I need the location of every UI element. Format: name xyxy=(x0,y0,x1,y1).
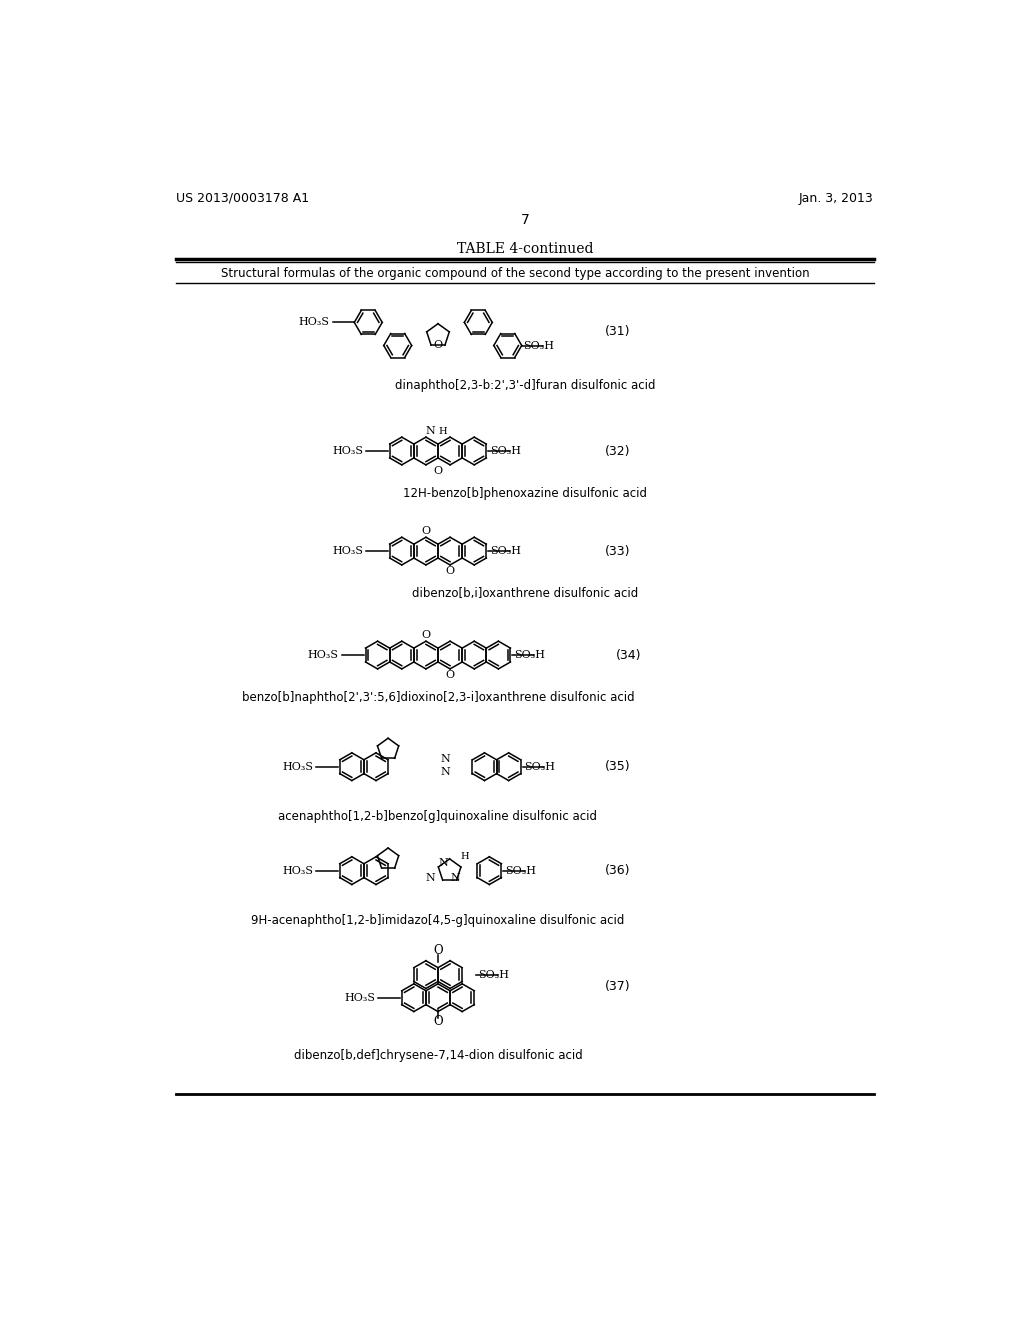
Text: H: H xyxy=(438,426,447,436)
Text: N: N xyxy=(438,858,449,869)
Text: O: O xyxy=(445,671,455,680)
Text: dibenzo[b,def]chrysene-7,14-dion disulfonic acid: dibenzo[b,def]chrysene-7,14-dion disulfo… xyxy=(294,1049,583,1063)
Text: Jan. 3, 2013: Jan. 3, 2013 xyxy=(799,191,873,205)
Text: HO₃S: HO₃S xyxy=(282,762,313,772)
Text: (34): (34) xyxy=(616,648,642,661)
Text: HO₃S: HO₃S xyxy=(344,993,375,1003)
Text: (32): (32) xyxy=(604,445,630,458)
Text: O: O xyxy=(421,630,430,640)
Text: SO₃H: SO₃H xyxy=(489,446,521,455)
Text: (37): (37) xyxy=(604,979,630,993)
Text: N: N xyxy=(441,754,451,764)
Text: SO₃H: SO₃H xyxy=(477,970,509,979)
Text: SO₃H: SO₃H xyxy=(514,649,545,660)
Text: (35): (35) xyxy=(604,760,630,774)
Text: SO₃H: SO₃H xyxy=(505,866,536,875)
Text: HO₃S: HO₃S xyxy=(332,446,362,455)
Text: O: O xyxy=(433,1015,442,1028)
Text: SO₃H: SO₃H xyxy=(523,341,554,351)
Text: HO₃S: HO₃S xyxy=(282,866,313,875)
Text: HO₃S: HO₃S xyxy=(308,649,339,660)
Text: O: O xyxy=(433,466,442,477)
Text: benzo[b]naphtho[2',3':5,6]dioxino[2,3-i]oxanthrene disulfonic acid: benzo[b]naphtho[2',3':5,6]dioxino[2,3-i]… xyxy=(242,690,634,704)
Text: 9H-acenaphtho[1,2-b]imidazo[4,5-g]quinoxaline disulfonic acid: 9H-acenaphtho[1,2-b]imidazo[4,5-g]quinox… xyxy=(251,915,625,927)
Text: TABLE 4-continued: TABLE 4-continued xyxy=(457,243,593,256)
Text: (33): (33) xyxy=(604,545,630,557)
Text: HO₃S: HO₃S xyxy=(299,317,330,327)
Text: (31): (31) xyxy=(604,325,630,338)
Text: dibenzo[b,i]oxanthrene disulfonic acid: dibenzo[b,i]oxanthrene disulfonic acid xyxy=(412,587,638,601)
Text: SO₃H: SO₃H xyxy=(524,762,555,772)
Text: Structural formulas of the organic compound of the second type according to the : Structural formulas of the organic compo… xyxy=(221,267,810,280)
Text: acenaphtho[1,2-b]benzo[g]quinoxaline disulfonic acid: acenaphtho[1,2-b]benzo[g]quinoxaline dis… xyxy=(279,810,597,824)
Text: O: O xyxy=(421,525,430,536)
Text: H: H xyxy=(461,853,469,862)
Text: O: O xyxy=(445,566,455,577)
Text: N: N xyxy=(426,425,435,436)
Text: 7: 7 xyxy=(520,213,529,227)
Text: SO₃H: SO₃H xyxy=(489,546,521,556)
Text: 12H-benzo[b]phenoxazine disulfonic acid: 12H-benzo[b]phenoxazine disulfonic acid xyxy=(402,487,647,500)
Text: O: O xyxy=(433,944,442,957)
Text: N: N xyxy=(451,874,461,883)
Text: O: O xyxy=(433,339,442,350)
Text: (36): (36) xyxy=(604,865,630,878)
Text: US 2013/0003178 A1: US 2013/0003178 A1 xyxy=(176,191,309,205)
Text: dinaphtho[2,3-b:2',3'-d]furan disulfonic acid: dinaphtho[2,3-b:2',3'-d]furan disulfonic… xyxy=(394,379,655,392)
Text: HO₃S: HO₃S xyxy=(332,546,362,556)
Text: N: N xyxy=(441,767,451,777)
Text: N: N xyxy=(425,873,435,883)
